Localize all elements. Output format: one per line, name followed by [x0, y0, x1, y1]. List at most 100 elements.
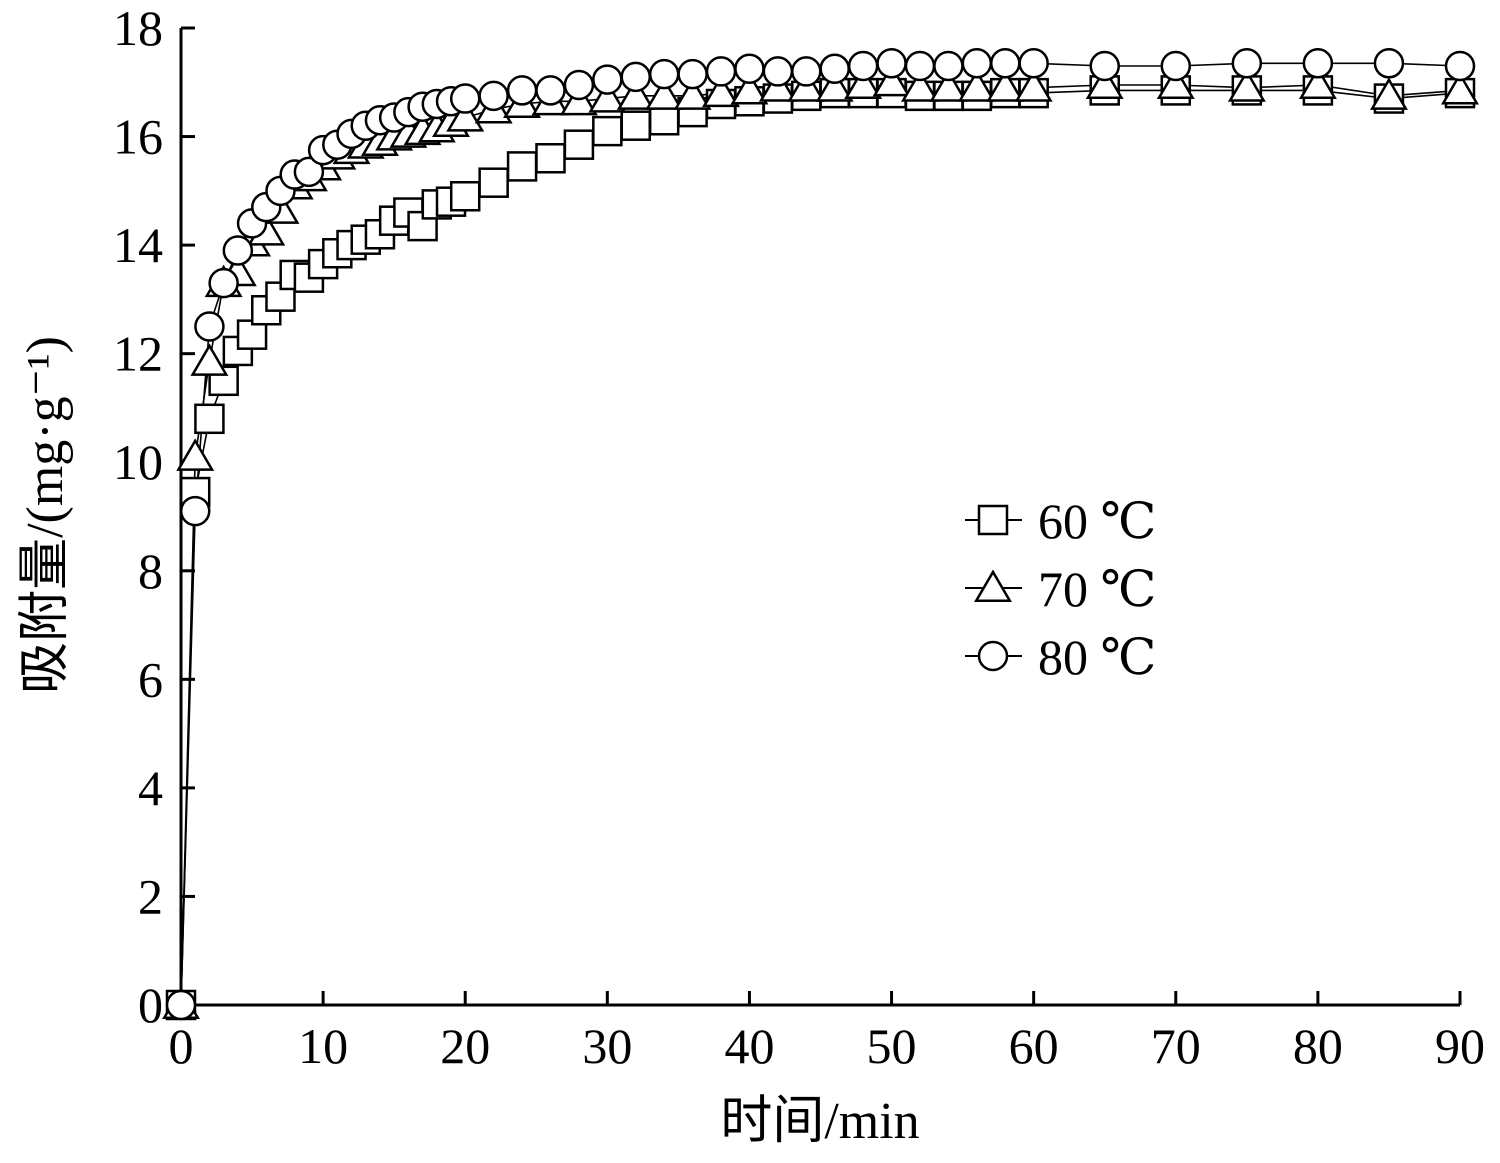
y-tick-label: 18 [113, 0, 163, 56]
data-point [176, 438, 215, 471]
data-point [563, 69, 595, 101]
data-point [876, 48, 907, 79]
data-point [815, 69, 854, 102]
series-markers-square [165, 75, 1476, 1021]
legend-label: 70 ℃ [1038, 561, 1156, 617]
y-axis-title: 吸附量/(mg·g⁻¹) [17, 336, 74, 694]
y-tick-label: 10 [113, 434, 163, 490]
x-tick-label: 10 [298, 1018, 348, 1074]
data-point [847, 50, 879, 82]
data-point [1156, 66, 1195, 100]
data-point [791, 56, 822, 87]
x-tick-label: 60 [1009, 1018, 1059, 1074]
data-point [1085, 66, 1124, 100]
data-point [506, 151, 538, 182]
data-point [730, 71, 769, 105]
y-tick-label: 16 [113, 109, 163, 165]
legend-item: 80 ℃ [965, 629, 1156, 685]
data-point [702, 74, 740, 108]
data-point [844, 66, 883, 100]
data-point [648, 105, 680, 136]
x-axis-title: 时间/min [720, 1093, 919, 1150]
data-point [1160, 50, 1192, 82]
data-point [179, 495, 211, 527]
data-point [592, 115, 623, 147]
y-tick-label: 14 [113, 217, 163, 273]
data-point [1302, 48, 1334, 79]
data-point [933, 50, 964, 82]
data-point [961, 48, 993, 79]
data-point [677, 58, 708, 90]
series [162, 48, 1479, 1021]
data-point [190, 343, 229, 376]
x-tick-label: 70 [1151, 1018, 1201, 1074]
data-point [986, 69, 1025, 102]
data-point [904, 50, 936, 82]
data-point [648, 58, 680, 90]
legend-marker-square [977, 504, 1009, 536]
series-markers-circle [165, 48, 1476, 1021]
data-point [872, 63, 911, 97]
legend-item: 60 ℃ [965, 493, 1156, 549]
data-point [478, 167, 509, 198]
legend-label: 80 ℃ [1038, 629, 1156, 685]
data-point [1298, 66, 1337, 100]
series-circle [180, 62, 1461, 1006]
data-point [645, 77, 684, 110]
x-tick-label: 30 [582, 1018, 632, 1074]
data-point [1231, 48, 1263, 79]
legend-marker-circle [977, 640, 1009, 672]
y-tick-label: 4 [138, 760, 163, 816]
data-point [1227, 69, 1266, 102]
data-point [929, 69, 968, 102]
data-point [165, 989, 197, 1021]
y-tick-label: 6 [138, 651, 163, 707]
data-point [957, 69, 996, 102]
data-point [1018, 48, 1049, 79]
data-point [563, 129, 595, 160]
y-tick-label: 2 [138, 868, 163, 924]
data-point [989, 48, 1021, 79]
data-point [194, 311, 225, 342]
y-tick-label: 0 [138, 977, 163, 1033]
data-point [449, 83, 481, 114]
data-point [819, 53, 850, 84]
data-point [616, 77, 655, 110]
legend: 60 ℃ 70 ℃ 80 ℃ [965, 493, 1156, 685]
x-tick-label: 0 [169, 1018, 194, 1074]
data-point [478, 80, 509, 112]
data-point [1089, 50, 1120, 82]
x-tick-label: 50 [867, 1018, 917, 1074]
data-point [535, 143, 566, 174]
x-tick-label: 40 [724, 1018, 774, 1074]
data-point [901, 69, 939, 102]
data-point [673, 77, 712, 110]
data-point [208, 267, 239, 299]
data-point [762, 56, 794, 87]
data-point [293, 156, 325, 188]
data-point [588, 80, 627, 113]
data-point [592, 64, 623, 95]
data-point [1373, 48, 1405, 79]
data-point [1369, 77, 1408, 110]
data-point [449, 181, 481, 212]
data-point [705, 56, 737, 87]
series-markers-triangle [162, 63, 1479, 1020]
x-tick-label: 80 [1293, 1018, 1343, 1074]
y-tick-label: 8 [138, 543, 163, 599]
legend-label: 60 ℃ [1038, 493, 1156, 549]
data-point [1444, 50, 1476, 82]
data-point [1441, 71, 1479, 105]
x-tick-label: 90 [1435, 1018, 1485, 1074]
data-point [222, 235, 254, 266]
legend-marker-triangle [974, 569, 1012, 603]
data-point [1014, 69, 1053, 102]
data-point [620, 61, 652, 93]
data-point [734, 53, 765, 84]
series-line [180, 62, 1461, 1006]
axes [179, 28, 1460, 1007]
data-point [446, 99, 485, 132]
data-point [535, 75, 566, 106]
